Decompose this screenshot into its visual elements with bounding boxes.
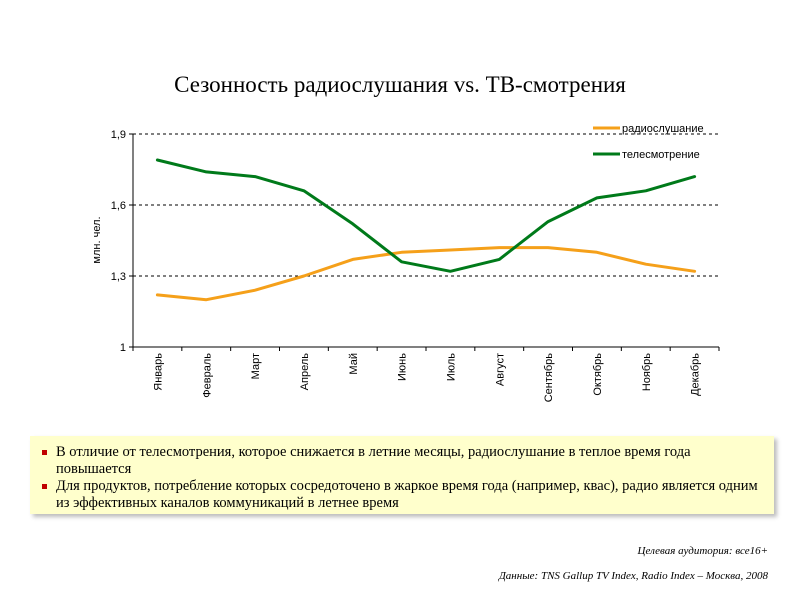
x-tick-label: Сентябрь bbox=[543, 353, 555, 403]
y-tick-label: 1,9 bbox=[111, 129, 126, 141]
series-line-1 bbox=[155, 246, 697, 302]
notes-box: В отличие от телесмотрения, которое сниж… bbox=[30, 436, 774, 514]
x-tick-label: Август bbox=[494, 353, 506, 386]
x-tick-label: Февраль bbox=[201, 353, 213, 398]
x-tick-label: Июнь bbox=[397, 353, 409, 381]
y-tick-labels: 1 1,3 1,6 1,9 bbox=[111, 129, 126, 354]
source-note: Данные: TNS Gallup TV Index, Radio Index… bbox=[498, 570, 768, 582]
y-tick-label: 1,3 bbox=[111, 271, 126, 283]
x-tick-label: Декабрь bbox=[690, 353, 702, 396]
series-lines bbox=[155, 158, 697, 302]
note-item: Для продуктов, потребление которых сосре… bbox=[40, 478, 764, 512]
series-line-2 bbox=[155, 158, 697, 273]
x-tick-label: Март bbox=[250, 353, 262, 379]
legend: радиослушание телесмотрение bbox=[593, 123, 704, 161]
x-tick-label: Ноябрь bbox=[641, 353, 653, 391]
x-tick-labels: Январь Февраль Март Апрель Май Июнь Июль Август… bbox=[152, 353, 701, 403]
x-tick-label: Январь bbox=[152, 353, 164, 391]
chart-title: Сезонность радиослушания vs. ТВ-смотрени… bbox=[174, 72, 626, 97]
y-tick-label: 1 bbox=[120, 342, 126, 354]
y-axis-label: млн. чел. bbox=[91, 216, 103, 263]
legend-label: радиослушание bbox=[622, 123, 704, 135]
x-tick-label: Апрель bbox=[299, 353, 311, 391]
x-tick-label: Май bbox=[348, 353, 360, 375]
grid-lines bbox=[133, 133, 719, 277]
bullet-icon bbox=[42, 484, 47, 489]
bullet-icon bbox=[42, 450, 47, 455]
note-item: В отличие от телесмотрения, которое сниж… bbox=[40, 444, 764, 478]
audience-note: Целевая аудитория: все16+ bbox=[637, 545, 768, 557]
legend-label: телесмотрение bbox=[622, 149, 700, 161]
x-tick-label: Октябрь bbox=[592, 353, 604, 396]
y-tick-label: 1,6 bbox=[111, 200, 126, 212]
line-chart: 1 1,3 1,6 1,9 Январь Февраль Март Апрель Май Июн… bbox=[91, 123, 720, 403]
x-tick-label: Июль bbox=[445, 353, 457, 381]
axes bbox=[129, 133, 720, 351]
